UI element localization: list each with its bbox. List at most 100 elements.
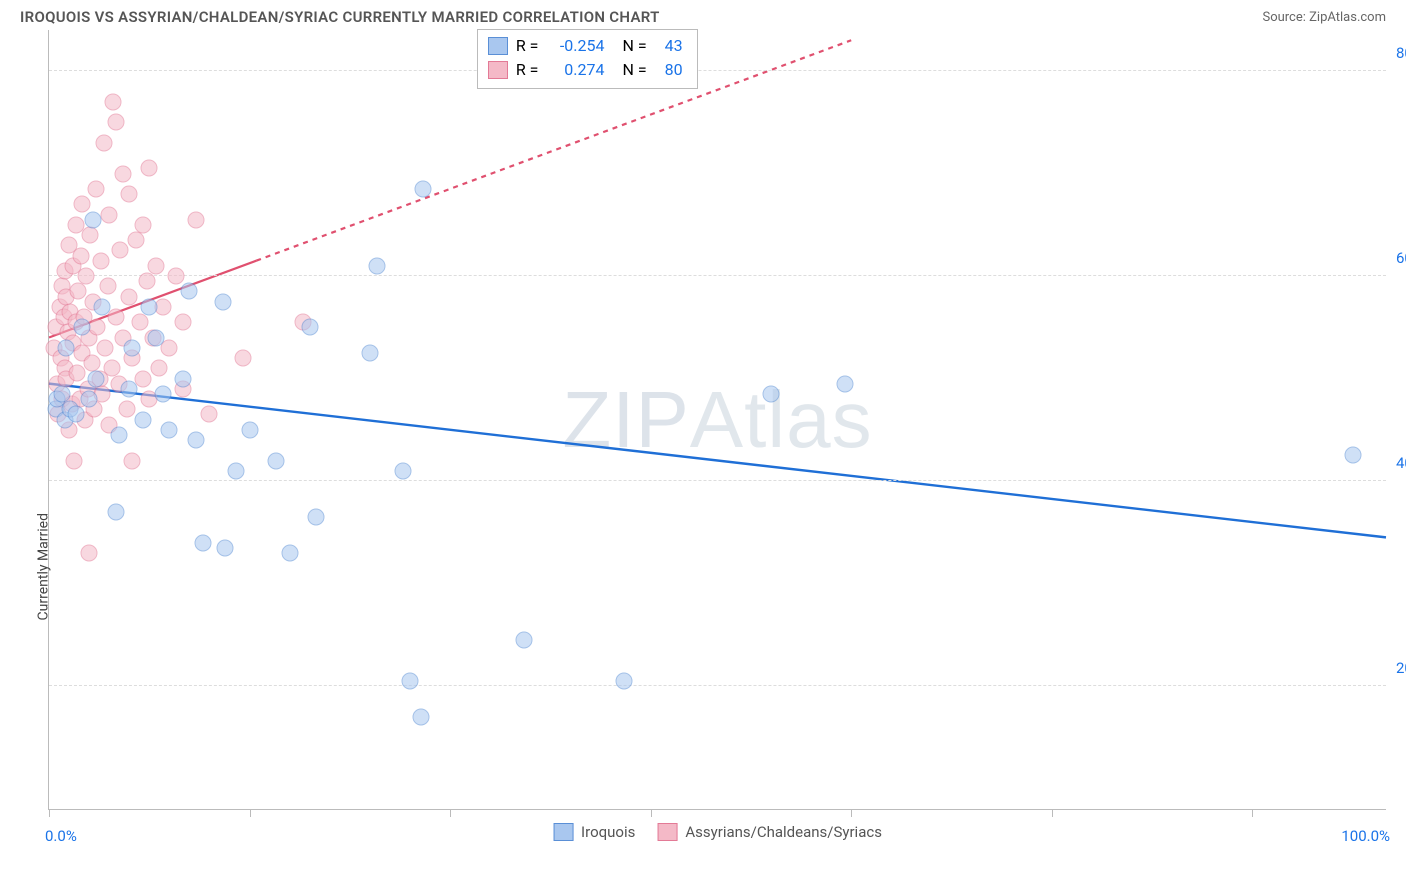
scatter-point — [121, 380, 138, 397]
scatter-point — [217, 539, 234, 556]
scatter-point — [123, 339, 140, 356]
scatter-point — [105, 93, 122, 110]
scatter-point — [361, 344, 378, 361]
scatter-point — [762, 385, 779, 402]
scatter-point — [127, 232, 144, 249]
scatter-point — [395, 462, 412, 479]
x-tick — [49, 809, 50, 817]
scatter-point — [81, 391, 98, 408]
scatter-point — [107, 503, 124, 520]
scatter-point — [67, 406, 84, 423]
stats-legend-box: R = -0.254 N = 43 R = 0.274 N = 80 — [477, 29, 698, 89]
scatter-point — [74, 319, 91, 336]
scatter-point — [114, 165, 131, 182]
scatter-point — [74, 196, 91, 213]
scatter-point — [515, 631, 532, 648]
trend-lines — [49, 30, 1386, 809]
stats-row-iroquois: R = -0.254 N = 43 — [488, 34, 683, 58]
swatch-assyrians-icon — [488, 61, 508, 79]
scatter-point — [201, 406, 218, 423]
scatter-point — [268, 452, 285, 469]
y-grid-label: 80.0% — [1396, 44, 1406, 62]
scatter-point — [81, 544, 98, 561]
scatter-point — [415, 180, 432, 197]
scatter-point — [188, 432, 205, 449]
scatter-point — [141, 160, 158, 177]
scatter-point — [118, 401, 135, 418]
scatter-point — [147, 257, 164, 274]
chart-title: IROQUOIS VS ASSYRIAN/CHALDEAN/SYRIAC CUR… — [20, 8, 660, 26]
scatter-point — [228, 462, 245, 479]
x-tick — [250, 809, 251, 817]
scatter-point — [121, 288, 138, 305]
x-tick — [651, 809, 652, 817]
scatter-point — [401, 672, 418, 689]
gridline — [49, 70, 1386, 71]
scatter-point — [174, 314, 191, 331]
scatter-point — [368, 257, 385, 274]
scatter-point — [95, 134, 112, 151]
scatter-point — [82, 227, 99, 244]
scatter-point — [121, 186, 138, 203]
x-tick — [1252, 809, 1253, 817]
bottom-legend-iroquois: Iroquois — [553, 823, 635, 841]
chart-area: ZIPAtlas Currently Married R = -0.254 N … — [48, 30, 1386, 810]
swatch-assyrians-icon — [657, 823, 677, 841]
bottom-legend: Iroquois Assyrians/Chaldeans/Syriacs — [553, 823, 882, 841]
scatter-point — [101, 206, 118, 223]
scatter-point — [836, 375, 853, 392]
scatter-point — [181, 283, 198, 300]
scatter-point — [174, 370, 191, 387]
scatter-point — [110, 426, 127, 443]
gridline — [49, 275, 1386, 276]
scatter-point — [83, 355, 100, 372]
gridline — [49, 480, 1386, 481]
scatter-point — [58, 339, 75, 356]
scatter-point — [54, 385, 71, 402]
source-label: Source: ZipAtlas.com — [1262, 10, 1386, 25]
gridline — [49, 685, 1386, 686]
scatter-point — [1344, 447, 1361, 464]
scatter-point — [141, 298, 158, 315]
plot-area: ZIPAtlas Currently Married R = -0.254 N … — [48, 30, 1386, 810]
bottom-legend-assyrians: Assyrians/Chaldeans/Syriacs — [657, 823, 882, 841]
scatter-point — [134, 411, 151, 428]
scatter-point — [73, 247, 90, 264]
scatter-point — [168, 268, 185, 285]
scatter-point — [87, 370, 104, 387]
scatter-point — [301, 319, 318, 336]
swatch-iroquois-icon — [553, 823, 573, 841]
scatter-point — [111, 242, 128, 259]
scatter-point — [214, 293, 231, 310]
stats-row-assyrians: R = 0.274 N = 80 — [488, 58, 683, 82]
x-tick — [1052, 809, 1053, 817]
scatter-point — [85, 211, 102, 228]
x-tick — [851, 809, 852, 817]
scatter-point — [615, 672, 632, 689]
scatter-point — [154, 385, 171, 402]
scatter-point — [138, 273, 155, 290]
swatch-iroquois-icon — [488, 37, 508, 55]
scatter-point — [194, 534, 211, 551]
scatter-point — [161, 339, 178, 356]
scatter-point — [150, 360, 167, 377]
scatter-point — [308, 508, 325, 525]
scatter-point — [123, 452, 140, 469]
y-grid-label: 40.0% — [1396, 454, 1406, 472]
scatter-point — [93, 252, 110, 269]
scatter-point — [161, 421, 178, 438]
scatter-point — [188, 211, 205, 228]
scatter-point — [241, 421, 258, 438]
y-grid-label: 60.0% — [1396, 249, 1406, 267]
scatter-point — [147, 329, 164, 346]
scatter-point — [412, 708, 429, 725]
scatter-point — [107, 114, 124, 131]
scatter-point — [89, 319, 106, 336]
scatter-point — [281, 544, 298, 561]
x-axis-label-right: 100.0% — [1341, 827, 1390, 845]
x-axis-label-left: 0.0% — [45, 827, 77, 845]
scatter-point — [107, 309, 124, 326]
scatter-point — [97, 339, 114, 356]
scatter-point — [87, 180, 104, 197]
scatter-point — [234, 350, 251, 367]
